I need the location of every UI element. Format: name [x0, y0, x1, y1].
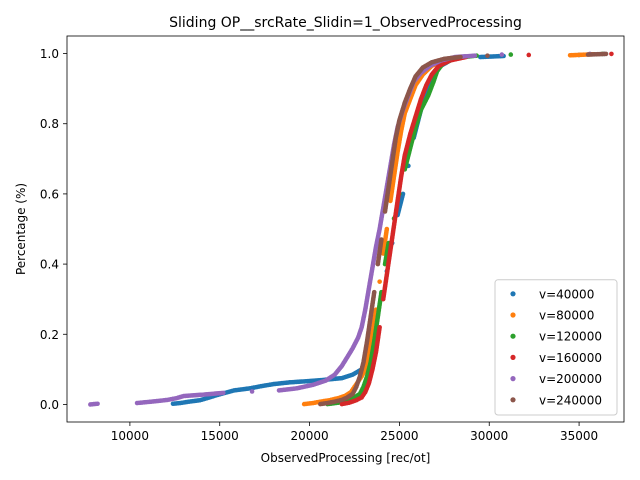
y-tick-label: 0.4 — [40, 258, 59, 272]
data-point — [353, 386, 358, 391]
legend-label: v=40000 — [539, 287, 594, 301]
data-point — [377, 279, 382, 284]
x-tick-label: 20000 — [290, 429, 328, 443]
data-point — [602, 51, 607, 57]
data-point — [269, 382, 275, 387]
data-point — [203, 396, 208, 401]
data-point — [179, 394, 185, 399]
y-tick-label: 0.6 — [40, 187, 59, 201]
data-point — [337, 398, 343, 403]
legend-marker — [510, 333, 516, 339]
data-point — [140, 400, 145, 405]
y-tick-label: 1.0 — [40, 47, 59, 61]
legend-label: v=200000 — [539, 372, 602, 386]
series-v=160000 — [339, 51, 614, 407]
legend-label: v=160000 — [539, 351, 602, 365]
data-point — [219, 390, 224, 396]
legend-box — [494, 279, 618, 416]
data-point — [309, 400, 314, 406]
data-point — [371, 291, 377, 297]
series-v=240000 — [318, 51, 609, 407]
legend-marker — [510, 376, 516, 382]
data-point — [360, 386, 365, 391]
data-point — [163, 397, 169, 403]
data-point — [357, 396, 363, 401]
axes: 10000 15000 20000 25000 30000 35000 0.0 0.2 0.4 0… — [40, 35, 625, 443]
data-point — [526, 52, 532, 58]
x-tick-label: 10000 — [111, 429, 149, 443]
legend-marker — [510, 291, 516, 297]
legend: v=40000 v=80000 v=120000 v=160000 v=200000 v=… — [494, 279, 618, 416]
legend-label: v=80000 — [539, 309, 594, 323]
data-point — [150, 399, 156, 404]
data-point — [172, 396, 178, 401]
legend-label: v=240000 — [539, 393, 602, 407]
data-point — [176, 400, 181, 406]
data-point — [330, 399, 336, 405]
legend-marker — [510, 312, 516, 318]
data-point — [508, 52, 514, 57]
data-point — [384, 228, 389, 233]
data-point — [499, 52, 505, 57]
data-point — [456, 54, 462, 60]
data-point — [249, 389, 255, 394]
data-point — [323, 401, 329, 406]
x-axis-label: ObservedProcessing [rec/ot] — [261, 451, 431, 465]
data-point — [195, 398, 201, 403]
data-point — [485, 53, 490, 58]
legend-marker — [510, 397, 516, 403]
data-point — [230, 388, 235, 394]
data-point — [470, 53, 476, 59]
plot-area — [88, 51, 614, 407]
data-point — [199, 392, 205, 398]
data-point — [185, 399, 190, 405]
legend-label: v=120000 — [539, 330, 602, 344]
data-point — [345, 400, 350, 406]
y-tick-label: 0.2 — [40, 328, 59, 342]
x-tick-label: 35000 — [560, 429, 598, 443]
legend-marker — [510, 354, 516, 360]
data-point — [609, 51, 614, 57]
x-tick-label: 25000 — [380, 429, 418, 443]
data-point — [377, 326, 382, 332]
axes-frame — [66, 35, 625, 423]
x-tick-label: 30000 — [470, 429, 508, 443]
data-point — [256, 384, 262, 389]
data-point — [378, 238, 384, 244]
chart-title: Sliding OP__srcRate_Slidin=1_ObservedPro… — [169, 15, 522, 31]
data-point — [246, 386, 251, 391]
data-point — [352, 398, 357, 404]
y-tick-label: 0.0 — [40, 398, 59, 412]
data-point — [93, 401, 99, 407]
y-tick-label: 0.8 — [40, 117, 59, 131]
x-tick-label: 15000 — [201, 429, 239, 443]
y-axis-label: Percentage (%) — [14, 183, 28, 275]
data-point — [361, 391, 367, 397]
